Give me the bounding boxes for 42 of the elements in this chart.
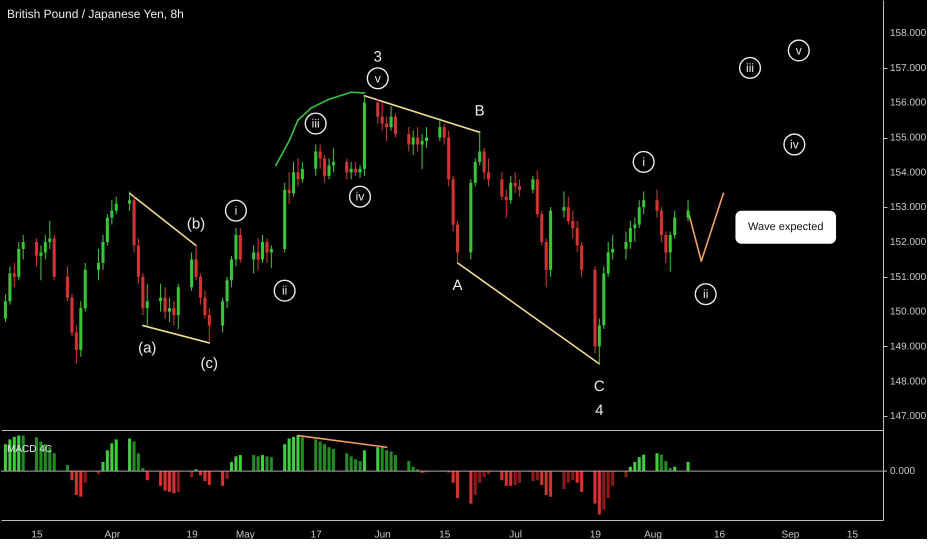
- y-tick-label: 150.000: [890, 306, 927, 318]
- x-tick-label: 15: [846, 530, 858, 540]
- y-tick-label: 154.000: [890, 167, 927, 178]
- x-tick-label: 15: [439, 530, 451, 540]
- y-tick-label: 148.000: [890, 376, 927, 388]
- x-tick-label: 15: [31, 530, 43, 540]
- annotation: (a): [138, 340, 156, 357]
- y-tick-label: 157.000: [890, 62, 927, 74]
- data-label: iv: [356, 190, 364, 204]
- data-label: ii: [282, 284, 288, 298]
- y-tick-label: 156.000: [890, 98, 927, 109]
- x-tick-label: Jun: [374, 530, 391, 540]
- y-tick-label: 152.000: [890, 236, 927, 248]
- data-label: i: [642, 154, 645, 169]
- y-tick-label: 149.000: [890, 341, 927, 352]
- annotation: 3: [374, 48, 382, 66]
- x-tick-label: 17: [310, 530, 322, 540]
- x-tick-label: Jul: [509, 530, 522, 540]
- data-label: ii: [703, 287, 708, 302]
- data-label: i: [234, 204, 238, 218]
- y-tick-label: 158.000: [890, 28, 927, 40]
- annotation: A: [452, 276, 463, 294]
- data-label: iii: [312, 116, 320, 131]
- y-tick-label: 151.000: [890, 272, 927, 283]
- data-label: v: [374, 71, 381, 86]
- annotation: C: [594, 378, 605, 395]
- annotation: (b): [186, 215, 206, 232]
- annotation: B: [474, 102, 485, 120]
- x-tick-label: 19: [590, 530, 602, 540]
- x-tick-label: 19: [186, 530, 198, 540]
- y-tick-label: 147.000: [890, 411, 927, 422]
- ref-line-label: 0.000: [890, 466, 916, 478]
- x-tick-label: 16: [714, 530, 726, 540]
- text: British Pound / Japanese Yen, 8h: [7, 7, 184, 21]
- annotation: Wave expected: [748, 221, 824, 234]
- annotation: 4: [595, 402, 604, 419]
- data-label: iv: [790, 137, 799, 152]
- y-tick-label: 153.000: [890, 202, 927, 214]
- data-label: iii: [746, 60, 754, 75]
- annotation: (c): [200, 355, 218, 372]
- data-label: v: [796, 43, 802, 58]
- y-tick-label: 155.000: [890, 132, 927, 144]
